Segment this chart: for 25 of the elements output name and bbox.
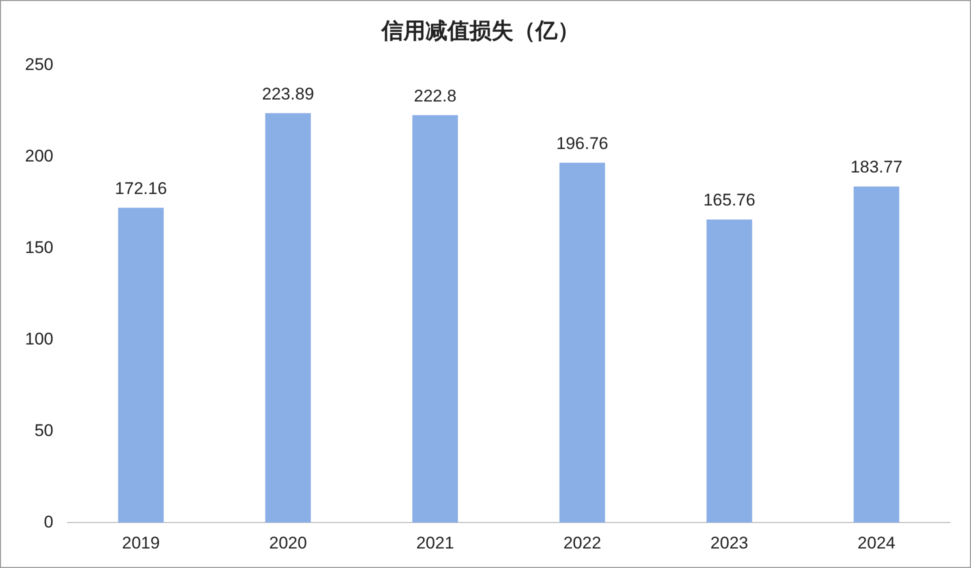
data-label: 172.16: [114, 178, 167, 198]
x-tick-label: 2024: [858, 533, 896, 552]
x-tick-label: 2021: [416, 533, 454, 552]
y-tick-label: 50: [34, 420, 54, 440]
bar: [118, 208, 164, 523]
bar: [706, 219, 752, 523]
bar: [854, 186, 900, 523]
data-label: 165.76: [703, 190, 756, 210]
data-label: 183.77: [850, 158, 902, 177]
y-tick-label: 0: [44, 512, 54, 532]
y-tick-label: 200: [24, 146, 54, 166]
chart-title: 信用减值损失（亿）: [380, 18, 580, 44]
bar: [265, 113, 311, 523]
data-label: 196.76: [556, 134, 608, 153]
data-label: 222.8: [414, 86, 456, 106]
data-label: 223.89: [262, 84, 314, 104]
x-tick-label: 2023: [710, 533, 748, 552]
y-tick-label: 100: [24, 329, 54, 348]
x-tick-label: 2022: [563, 533, 602, 552]
y-tick-label: 150: [24, 238, 54, 257]
bar: [559, 162, 606, 523]
y-tick-label: 250: [24, 55, 54, 74]
x-tick-label: 2019: [122, 533, 160, 552]
bar: [412, 115, 458, 523]
x-tick-label: 2020: [269, 533, 307, 552]
